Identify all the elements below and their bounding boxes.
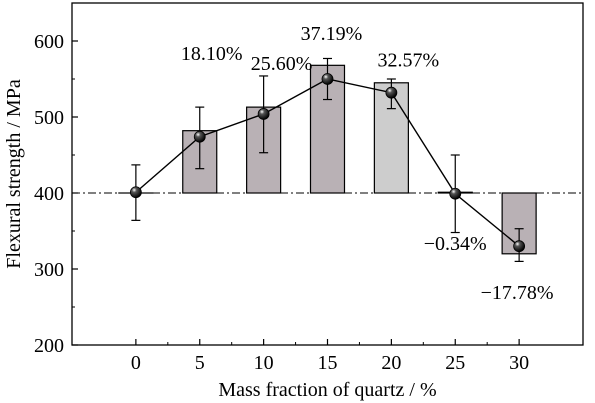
y-tick-label-400: 400 — [34, 183, 64, 205]
x-tick-label-15: 15 — [318, 352, 338, 374]
point-25 — [449, 187, 462, 200]
x-tick-label-5: 5 — [195, 352, 205, 374]
data-label-20: 32.57% — [378, 50, 440, 72]
point-20 — [385, 86, 398, 99]
markers — [129, 73, 526, 253]
x-axis-title: Mass fraction of quartz / % — [218, 379, 436, 401]
point-30 — [513, 240, 526, 253]
y-axis-title: Flexural strength / MPa — [3, 79, 25, 269]
point-5 — [193, 130, 206, 143]
axis-ticks: 0 5 10 15 20 25 30 200 300 400 500 600 — [34, 31, 529, 374]
data-label-5: 18.10% — [181, 43, 243, 65]
data-label-25: −0.34% — [424, 233, 487, 255]
y-tick-label-600: 600 — [34, 31, 64, 53]
x-tick-label-30: 30 — [509, 352, 529, 374]
data-labels: 18.10% 25.60% 37.19% 32.57% −0.34% −17.78% — [181, 23, 554, 304]
x-tick-label-0: 0 — [131, 352, 141, 374]
x-tick-label-10: 10 — [254, 352, 274, 374]
data-label-30: −17.78% — [481, 282, 554, 304]
point-10 — [257, 108, 270, 120]
y-tick-label-500: 500 — [34, 107, 64, 129]
bars — [118, 64, 537, 255]
x-tick-label-25: 25 — [445, 352, 465, 374]
x-tick-label-20: 20 — [381, 352, 401, 374]
data-label-10: 25.60% — [251, 53, 313, 75]
point-15 — [321, 73, 334, 85]
point-0 — [129, 186, 142, 199]
data-label-15: 37.19% — [301, 23, 363, 45]
y-tick-label-300: 300 — [34, 259, 64, 281]
y-tick-label-200: 200 — [34, 335, 64, 357]
